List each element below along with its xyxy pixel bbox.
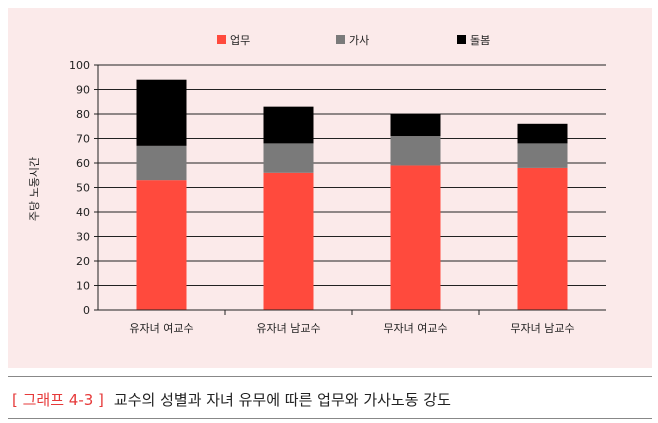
x-tick-label: 유자녀 남교수 (256, 322, 320, 335)
figure-number: [ 그래프 4-3 ] (12, 391, 104, 409)
bar-segment (517, 167, 568, 310)
legend-label: 업무 (230, 34, 250, 47)
y-tick-label: 40 (76, 206, 90, 219)
y-tick-label: 80 (76, 108, 90, 121)
bar-segment (136, 79, 187, 146)
figure-title: 교수의 성별과 자녀 유무에 따른 업무와 가사노동 강도 (113, 391, 451, 409)
x-tick-label: 유자녀 여교수 (129, 322, 193, 335)
legend: 업무 가사 돌봄 (217, 34, 490, 47)
bars (136, 79, 568, 310)
bar-segment (263, 143, 314, 173)
stacked-bar-chart: 0 10 20 30 40 50 60 70 80 90 100 유자녀 여교수 유자녀 남교수 무자녀 … (28, 34, 606, 335)
y-tick-label: 100 (69, 59, 90, 72)
x-tick-label: 무자녀 남교수 (510, 322, 574, 335)
y-tick-label: 90 (76, 84, 90, 97)
bar-segment (517, 143, 568, 168)
caption-rule-top (8, 376, 652, 377)
chart-panel: 0 10 20 30 40 50 60 70 80 90 100 유자녀 여교수 유자녀 남교수 무자녀 … (8, 8, 652, 368)
bar-segment (390, 136, 441, 166)
bar-segment (136, 180, 187, 310)
y-tick-label: 0 (83, 304, 90, 317)
bar-segment (263, 106, 314, 144)
y-tick-label: 60 (76, 157, 90, 170)
y-tick-label: 70 (76, 133, 90, 146)
figure-caption: [ 그래프 4-3 ] 교수의 성별과 자녀 유무에 따른 업무와 가사노동 강도 (12, 389, 451, 411)
legend-label: 가사 (349, 34, 369, 47)
y-tick-label: 10 (76, 280, 90, 293)
legend-swatch (457, 35, 466, 44)
legend-label: 돌봄 (470, 34, 490, 47)
y-tick-label: 30 (76, 231, 90, 244)
axes: 0 10 20 30 40 50 60 70 80 90 100 유자녀 여교수 유자녀 남교수 무자녀 … (69, 59, 606, 335)
y-axis-label: 주당 노동시간 (28, 157, 41, 221)
caption-rule-bottom (8, 418, 652, 419)
bar-segment (390, 114, 441, 137)
bar-segment (517, 123, 568, 144)
x-tick-label: 무자녀 여교수 (383, 322, 447, 335)
bar-segment (390, 165, 441, 310)
y-tick-label: 50 (76, 182, 90, 195)
bar-segment (136, 145, 187, 181)
legend-swatch (336, 35, 345, 44)
y-tick-label: 20 (76, 255, 90, 268)
legend-swatch (217, 35, 226, 44)
bar-segment (263, 172, 314, 310)
